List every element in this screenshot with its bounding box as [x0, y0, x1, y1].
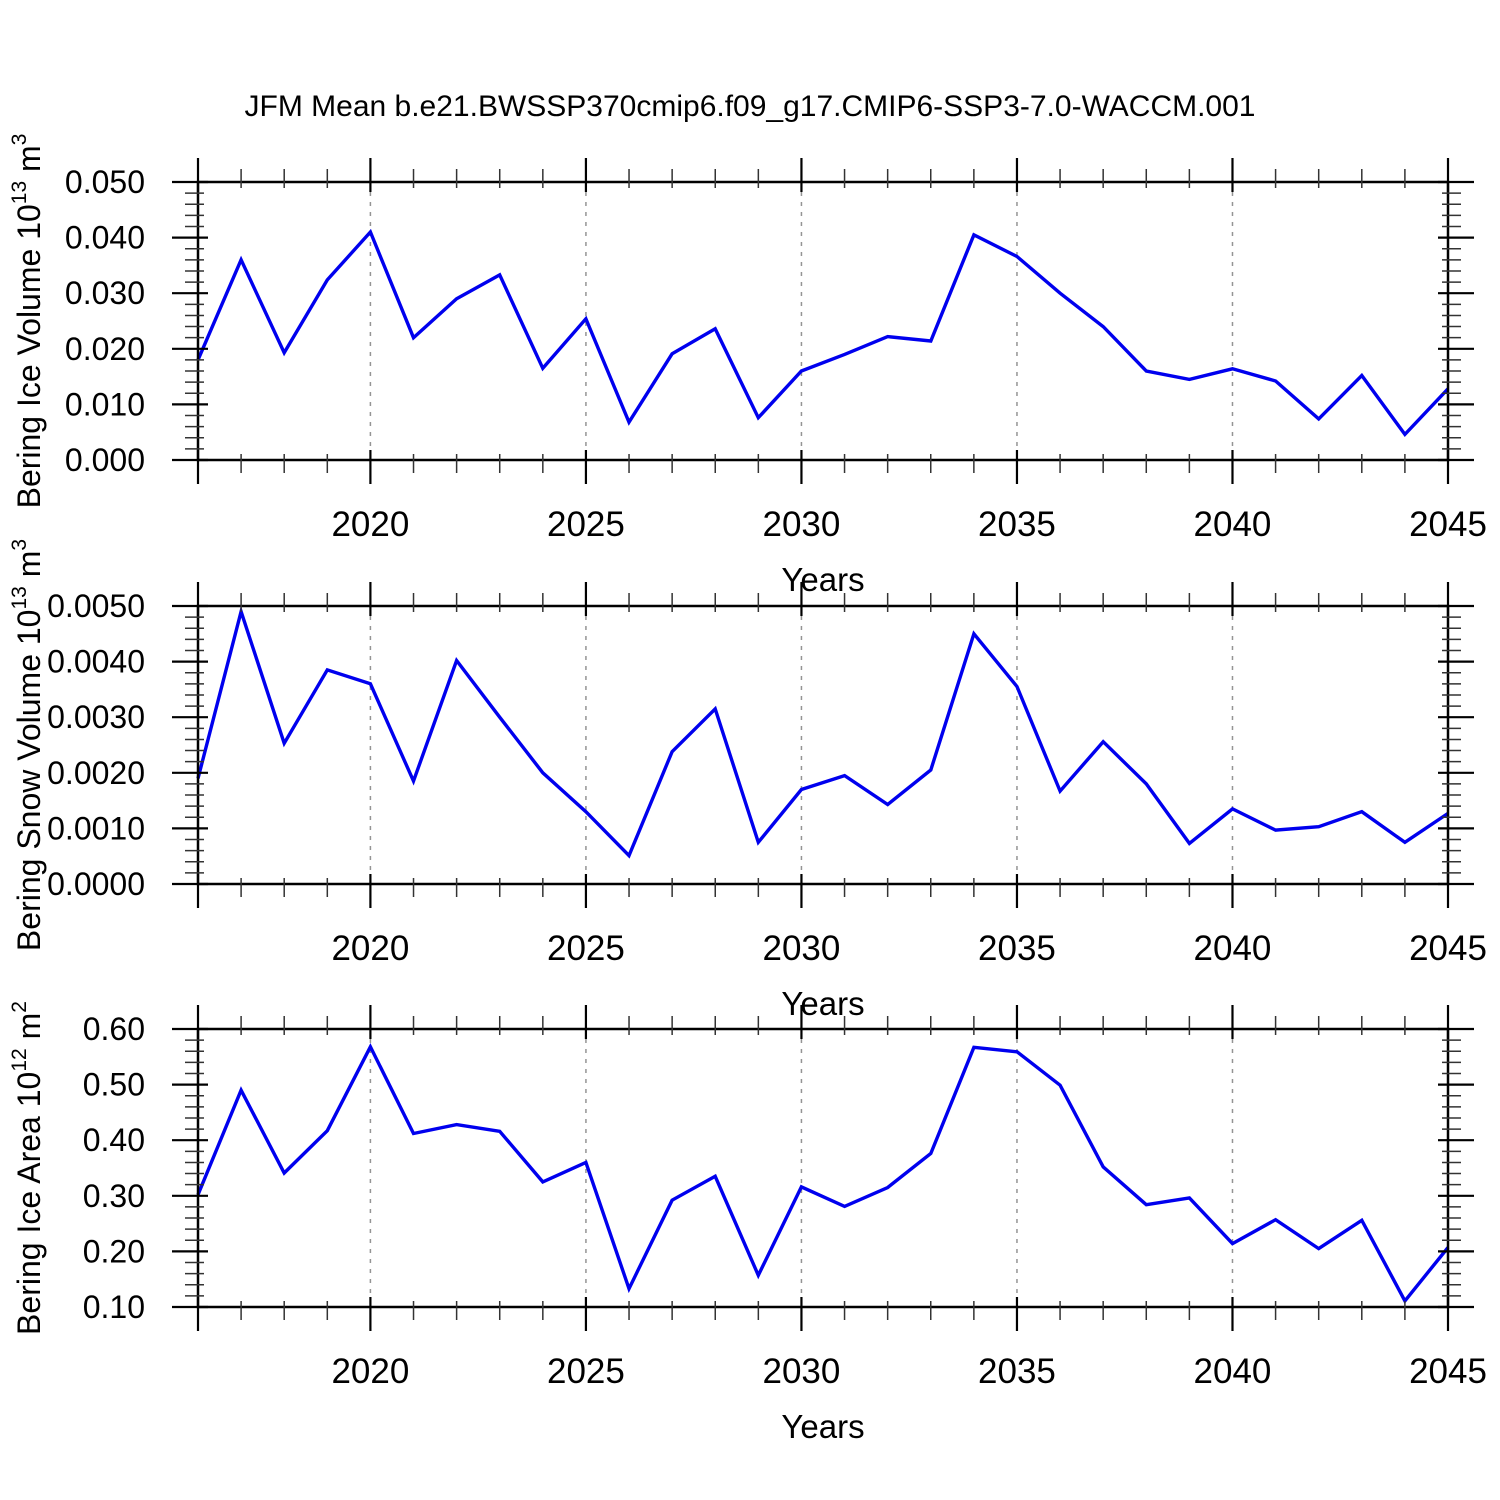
- y-tick-label: 0.50: [83, 1067, 145, 1103]
- plot-border: [196, 1027, 1450, 1309]
- y-tick-label: 0.010: [65, 386, 145, 422]
- y-tick-label: 0.0020: [47, 755, 145, 791]
- x-tick-label: 2045: [1409, 929, 1487, 968]
- y-tick-label: 0.20: [83, 1233, 145, 1269]
- y-axis-title: Bering Snow Volume 1013 m3: [8, 539, 47, 951]
- y-axis-title: Bering Ice Area 1012 m2: [8, 1001, 47, 1335]
- x-axis-title: Years: [781, 561, 864, 598]
- y-tick-label: 0.040: [65, 220, 145, 256]
- y-tick-label: 0.40: [83, 1122, 145, 1158]
- y-tick-label: 0.0010: [47, 810, 145, 846]
- y-tick-label: 0.0030: [47, 699, 145, 735]
- x-tick-label: 2035: [978, 505, 1056, 544]
- x-tick-label: 2045: [1409, 1352, 1487, 1391]
- x-tick-label: 2030: [763, 1352, 841, 1391]
- y-axis-title: Bering Ice Volume 1013 m3: [8, 134, 47, 509]
- x-tick-label: 2030: [763, 505, 841, 544]
- series-line-bering-snow-volume: [196, 605, 1449, 859]
- plot-border: [196, 604, 1450, 886]
- x-tick-label: 2025: [547, 929, 625, 968]
- chart-title: JFM Mean b.e21.BWSSP370cmip6.f09_g17.CMI…: [244, 90, 1256, 123]
- x-tick-label: 2020: [331, 929, 409, 968]
- y-tick-label: 0.0040: [47, 644, 145, 680]
- x-tick-label: 2030: [763, 929, 841, 968]
- x-tick-label: 2040: [1194, 929, 1272, 968]
- x-tick-label: 2040: [1194, 1352, 1272, 1391]
- x-tick-label: 2035: [978, 1352, 1056, 1391]
- y-tick-label: 0.0000: [47, 866, 145, 902]
- x-tick-label: 2035: [978, 929, 1056, 968]
- series-line-bering-ice-volume: [196, 228, 1450, 438]
- y-tick-label: 0.000: [65, 442, 145, 478]
- y-tick-label: 0.30: [83, 1178, 145, 1214]
- plot-border: [196, 180, 1450, 462]
- y-tick-label: 0.0050: [47, 588, 145, 624]
- x-tick-label: 2020: [331, 505, 409, 544]
- x-tick-label: 2045: [1409, 505, 1487, 544]
- y-tick-label: 0.030: [65, 275, 145, 311]
- panel-bering-ice-area: 0.10 0.20 0.30 0.40 0.50 0.60 2020 2025 2030 2035…: [8, 1001, 1487, 1445]
- series-line-bering-ice-area: [196, 1043, 1450, 1304]
- panel-bering-snow-volume: 0.0000 0.0010 0.0020 0.0030 0.0040 0.0050 2020…: [8, 539, 1487, 1022]
- x-tick-label: 2025: [547, 505, 625, 544]
- x-axis-title: Years: [781, 1408, 864, 1445]
- y-tick-label: 0.10: [83, 1289, 145, 1325]
- x-axis-title: Years: [781, 985, 864, 1022]
- y-tick-label: 0.050: [65, 164, 145, 200]
- panel-bering-ice-volume: 0.000 0.010 0.020 0.030 0.040 0.050 2020 2025 20…: [8, 134, 1487, 598]
- x-tick-label: 2040: [1194, 505, 1272, 544]
- y-tick-label: 0.60: [83, 1011, 145, 1047]
- x-tick-label: 2025: [547, 1352, 625, 1391]
- x-tick-label: 2020: [331, 1352, 409, 1391]
- y-tick-label: 0.020: [65, 331, 145, 367]
